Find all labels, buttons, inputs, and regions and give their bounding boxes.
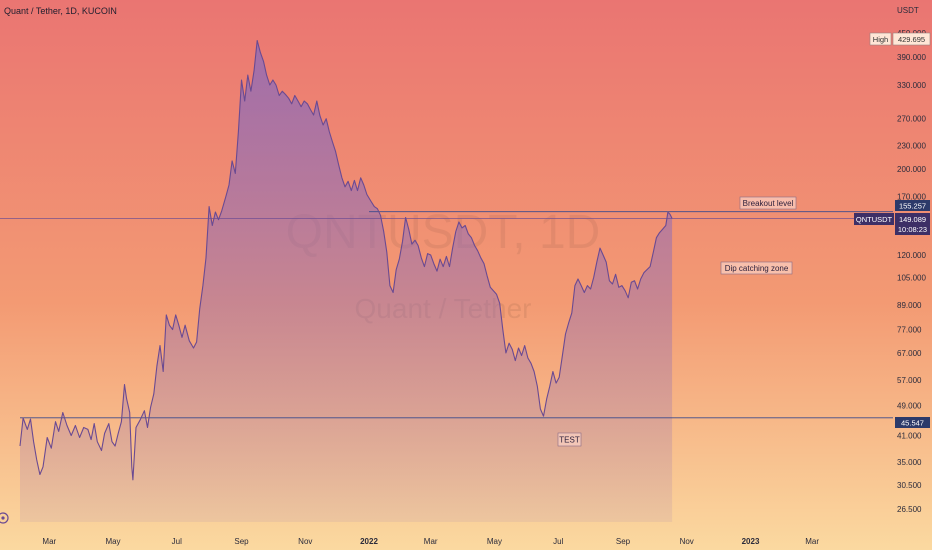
symbol-tag-box: [854, 213, 894, 225]
bar-countdown: 10:08:23: [898, 225, 927, 234]
x-tick-label: Mar: [42, 537, 56, 546]
test-note-box[interactable]: [557, 432, 582, 447]
x-tick-label: Sep: [616, 537, 631, 546]
x-tick-label: Mar: [805, 537, 819, 546]
x-tick-label: Jul: [172, 537, 182, 546]
high-tag-label: High: [873, 35, 888, 44]
y-tick-label: 200.000: [897, 165, 926, 174]
price-line-group: [19, 39, 673, 481]
y-tick-label: 270.000: [897, 115, 926, 124]
high-tag-value-box: [892, 32, 931, 46]
x-tick-label: 2022: [360, 537, 378, 546]
x-tick-label: Sep: [234, 537, 249, 546]
high-tag-value: 429.695: [898, 35, 925, 44]
x-tick-label: Nov: [298, 537, 312, 546]
chart-title: Quant / Tether, 1D, KUCOIN: [4, 6, 117, 16]
y-tick-label: 41.000: [897, 432, 922, 441]
y-tick-label: 89.000: [897, 301, 922, 310]
y-tick-label: 26.500: [897, 505, 922, 514]
price-area: [20, 40, 673, 522]
dip-zone-note-box[interactable]: [720, 261, 793, 275]
x-tick-label: Jul: [553, 537, 563, 546]
dip-zone-note: Dip catching zone: [725, 264, 789, 273]
y-tick-label: 120.000: [897, 251, 926, 260]
breakout-note: Breakout level: [743, 199, 794, 208]
y-tick-label: 67.000: [897, 349, 922, 358]
y-tick-label: 35.000: [897, 458, 922, 467]
symbol-tag: QNTUSDT: [856, 215, 893, 224]
price-tags: High 429.695 155.257 QNTUSDT 149.089 10:…: [854, 32, 931, 428]
x-tick-label: Nov: [680, 537, 694, 546]
upper-level-tag-box: [895, 200, 930, 211]
upper-level-tag: 155.257: [899, 202, 926, 211]
y-tick-label: 330.000: [897, 81, 926, 90]
y-tick-label: 390.000: [897, 53, 926, 62]
horizontal-levels: [0, 211, 893, 419]
last-price-tag: 149.089: [899, 215, 926, 224]
high-tag-label-box: [869, 32, 892, 46]
lower-level-tag-box: [895, 417, 930, 428]
y-tick-label: 230.000: [897, 142, 926, 151]
test-note: TEST: [559, 436, 580, 445]
lower-level-tag: 45.547: [901, 419, 924, 428]
y-tick-label: 49.000: [897, 402, 922, 411]
currency-label: USDT: [897, 6, 919, 15]
breakout-note-box[interactable]: [739, 196, 797, 210]
time-axis[interactable]: Mar May Jul Sep Nov 2022 Mar May Jul Sep Nov 2023 Ma…: [42, 537, 819, 546]
price-area-fill: [20, 40, 673, 522]
last-price-tag-box: [895, 213, 930, 235]
y-tick-label: 105.000: [897, 273, 926, 282]
annotations: Breakout level Dip catching zone TEST: [557, 196, 797, 447]
price-line: [19, 39, 673, 481]
x-tick-label: 2023: [742, 537, 760, 546]
x-tick-label: Mar: [424, 537, 438, 546]
y-tick-label: 77.000: [897, 326, 922, 335]
settings-icon[interactable]: [0, 512, 9, 524]
y-tick-label: 30.500: [897, 481, 922, 490]
x-tick-label: May: [487, 537, 502, 546]
x-tick-label: May: [105, 537, 120, 546]
y-tick-label: 170.000: [897, 192, 926, 201]
y-tick-label: 57.000: [897, 376, 922, 385]
high-tag: High 429.695: [869, 32, 931, 46]
